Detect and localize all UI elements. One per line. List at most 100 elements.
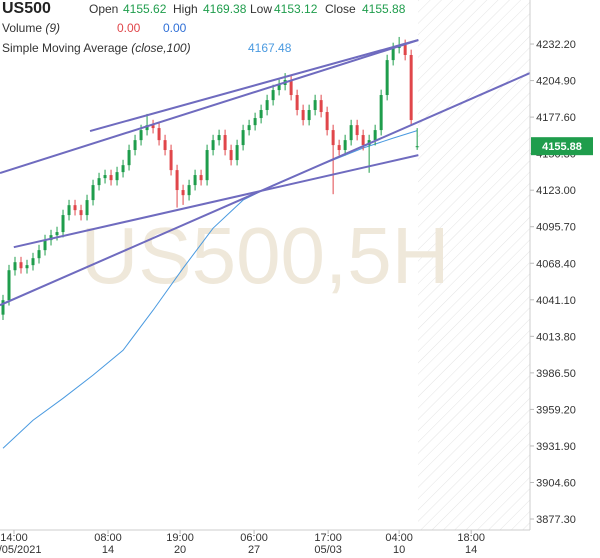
candle-body bbox=[313, 100, 317, 111]
candle-body bbox=[145, 125, 149, 131]
candle-body bbox=[91, 185, 95, 201]
candle-body bbox=[157, 128, 161, 141]
high-value: 4169.38 bbox=[203, 2, 247, 16]
candle-body bbox=[193, 175, 197, 186]
x-tick-date: 10 bbox=[393, 544, 405, 556]
y-tick-label: 4204.90 bbox=[536, 76, 576, 88]
candle-body bbox=[115, 172, 119, 181]
candle-body bbox=[169, 150, 173, 171]
candle-body bbox=[265, 100, 269, 111]
candle-body bbox=[235, 145, 239, 161]
y-tick-label: 3986.50 bbox=[536, 368, 576, 380]
x-tick-label: 17:00 bbox=[314, 532, 342, 544]
sma-label: Simple Moving Average (close,100) bbox=[2, 41, 191, 55]
candle-body bbox=[295, 95, 299, 111]
candle-body bbox=[361, 135, 365, 146]
candle-body bbox=[1, 300, 5, 315]
y-tick-label: 3931.90 bbox=[536, 441, 576, 453]
x-tick-date: 04/05/2021 bbox=[0, 544, 42, 556]
candle-body bbox=[343, 140, 347, 151]
candle-body bbox=[247, 125, 251, 131]
y-tick-label: 4177.60 bbox=[536, 112, 576, 124]
price-tag bbox=[531, 137, 593, 156]
candle-body bbox=[391, 48, 395, 61]
candle-body bbox=[271, 90, 275, 101]
candle-body bbox=[205, 150, 209, 181]
candle-body bbox=[175, 170, 179, 191]
x-tick-label: 08:00 bbox=[94, 532, 122, 544]
candle-body bbox=[415, 146, 419, 148]
candle-body bbox=[385, 60, 389, 96]
volume-name: Volume bbox=[2, 21, 42, 35]
trendline bbox=[0, 39, 419, 175]
candle-body bbox=[61, 215, 65, 233]
sma-value: 4167.48 bbox=[248, 41, 292, 55]
low-value: 4153.12 bbox=[274, 2, 318, 16]
candle-body bbox=[31, 258, 35, 266]
y-tick-label: 4095.70 bbox=[536, 222, 576, 234]
candle-body bbox=[109, 175, 113, 181]
candle-body bbox=[127, 150, 131, 166]
sma-param: (close,100) bbox=[131, 41, 190, 55]
sma-line bbox=[2, 130, 418, 449]
candle-body bbox=[139, 130, 143, 141]
y-tick-label: 4123.00 bbox=[536, 185, 576, 197]
candle-body bbox=[67, 205, 71, 216]
high-label: High bbox=[173, 2, 198, 16]
volume-value: 0.00 bbox=[163, 21, 187, 35]
candle-body bbox=[223, 135, 227, 151]
x-tick-label: 19:00 bbox=[166, 532, 194, 544]
header: US500 Open 4155.62 High 4169.38 Low 4153… bbox=[2, 0, 406, 55]
candle-body bbox=[229, 150, 233, 161]
x-tick-date: 14 bbox=[102, 544, 114, 556]
candle-body bbox=[133, 140, 137, 151]
candle-body bbox=[25, 265, 29, 269]
candle-body bbox=[301, 110, 305, 121]
candle-body bbox=[73, 205, 77, 211]
candle-body bbox=[85, 200, 89, 216]
y-tick-label: 4068.40 bbox=[536, 258, 576, 270]
candle-body bbox=[409, 55, 413, 121]
candle-body bbox=[337, 145, 341, 151]
candle-body bbox=[55, 232, 59, 236]
candle-body bbox=[103, 175, 107, 179]
future-area bbox=[418, 0, 530, 530]
y-tick-label: 3959.20 bbox=[536, 404, 576, 416]
y-tick-label: 4232.20 bbox=[536, 39, 576, 51]
volume-param: (9) bbox=[45, 21, 60, 35]
open-label: Open bbox=[89, 2, 118, 16]
candle-body bbox=[277, 84, 281, 91]
volume-label: Volume (9) bbox=[2, 21, 60, 35]
candle-body bbox=[355, 125, 359, 136]
candle-body bbox=[259, 110, 263, 119]
volume-value: 0.00 bbox=[117, 21, 141, 35]
plot-area bbox=[0, 36, 530, 449]
candle-body bbox=[97, 178, 101, 186]
x-tick-date: 05/03 bbox=[314, 544, 342, 556]
candle-body bbox=[307, 110, 311, 121]
axes: 4232.204204.904177.604150.304123.004095.… bbox=[0, 39, 593, 556]
candle-body bbox=[43, 240, 47, 251]
x-tick-date: 20 bbox=[174, 544, 186, 556]
trendline bbox=[89, 39, 419, 132]
candle-body bbox=[349, 125, 353, 141]
candle-body bbox=[19, 262, 23, 269]
candle-body bbox=[187, 185, 191, 196]
watermark: US500,5H bbox=[80, 211, 449, 300]
x-tick-date: 27 bbox=[248, 544, 260, 556]
candle-body bbox=[373, 130, 377, 141]
candle-body bbox=[379, 95, 383, 131]
x-tick-label: 14:00 bbox=[0, 532, 28, 544]
y-tick-label: 3904.60 bbox=[536, 477, 576, 489]
x-tick-label: 04:00 bbox=[385, 532, 413, 544]
candle-body bbox=[181, 190, 185, 196]
candle-body bbox=[211, 140, 215, 151]
y-tick-label: 3877.30 bbox=[536, 514, 576, 526]
candle-body bbox=[121, 165, 125, 173]
open-value: 4155.62 bbox=[123, 2, 167, 16]
y-tick-label: 4041.10 bbox=[536, 295, 576, 307]
trendline bbox=[13, 154, 419, 249]
candle-body bbox=[163, 140, 167, 151]
